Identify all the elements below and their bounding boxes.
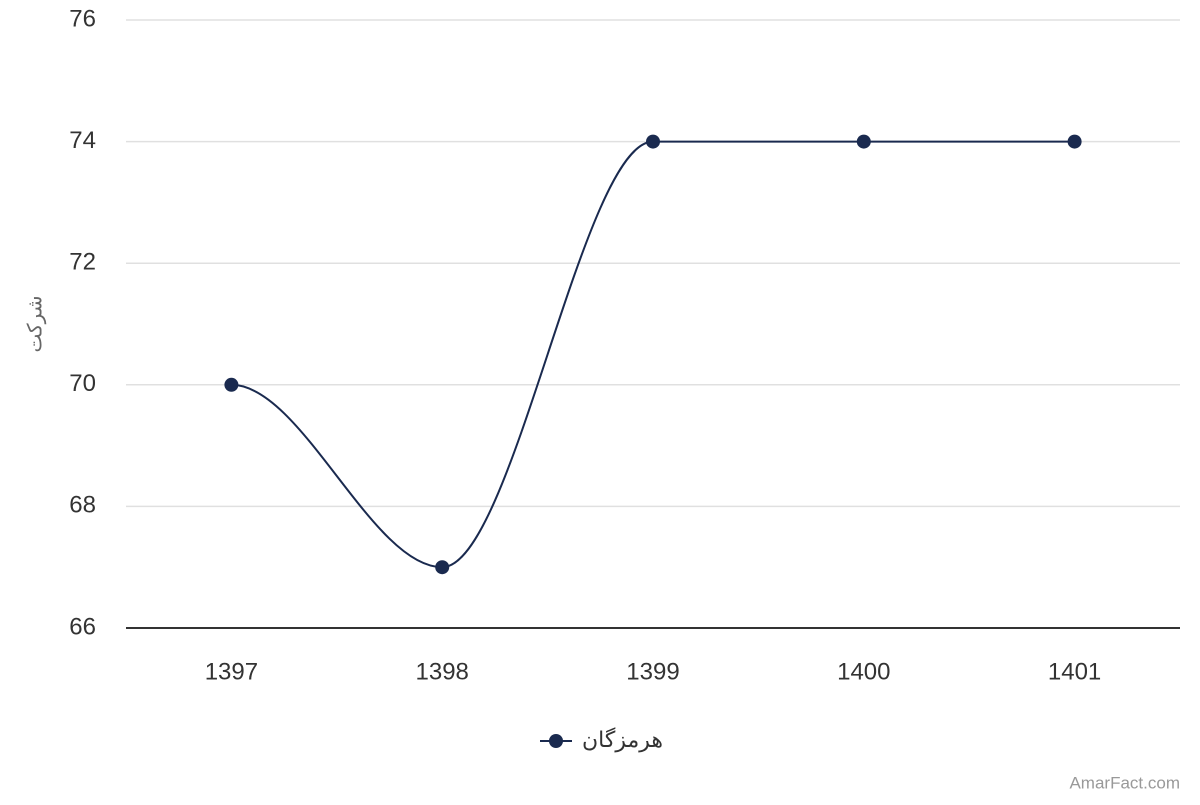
data-point (224, 377, 239, 392)
x-tick-label: 1401 (1048, 658, 1101, 685)
x-tick-label: 1397 (205, 658, 258, 685)
y-tick-label: 76 (69, 5, 96, 32)
series-line (231, 140, 1075, 569)
x-tick-label: 1399 (626, 658, 679, 685)
legend-marker (549, 734, 563, 748)
y-tick-label: 70 (69, 370, 96, 397)
y-tick-label: 66 (69, 613, 96, 640)
y-axis-title: شرکت (24, 296, 46, 353)
y-tick-label: 68 (69, 492, 96, 519)
data-point (646, 134, 660, 149)
x-tick-label: 1398 (416, 658, 469, 685)
y-tick-label: 72 (69, 249, 96, 276)
credit: AmarFact.com (1069, 773, 1180, 792)
data-point (435, 560, 450, 575)
data-point (856, 134, 871, 149)
legend-label: هرمزگان (582, 727, 663, 752)
y-tick-label: 74 (69, 127, 96, 154)
data-point (1067, 134, 1082, 149)
x-tick-label: 1400 (837, 658, 890, 685)
